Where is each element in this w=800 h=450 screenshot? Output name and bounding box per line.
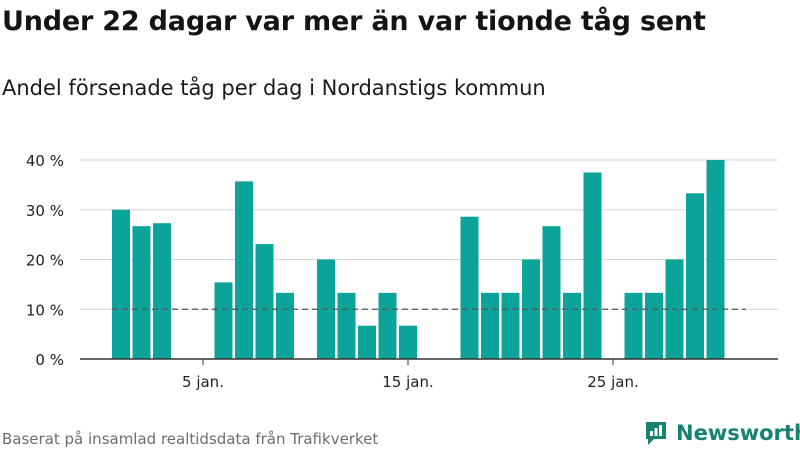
x-tick-label: 15 jan. [382,373,434,391]
bar-chart: 0 % 10 % 20 % 30 % 40 % 5 jan. 15 jan. 25 jan. [26,152,778,391]
bar [645,292,663,359]
source-note: Baserat på insamlad realtidsdata från Tr… [2,430,379,448]
brand-name: Newsworthy [676,421,800,445]
bar [481,292,499,359]
bar [276,292,294,359]
bar [460,216,479,359]
bar [583,172,602,359]
bar [378,292,397,359]
y-tick-label: 40 % [26,152,64,170]
bar [132,226,151,359]
y-tick-label: 0 % [35,351,64,369]
chart-title: Under 22 dagar var mer än var tionde tåg… [2,6,706,37]
bar [501,292,520,359]
chart-subtitle: Andel försenade tåg per dag i Nordanstig… [2,76,546,100]
bar [235,181,253,359]
bar [337,292,356,359]
bar [153,223,171,359]
y-tick-label: 10 % [26,301,64,319]
newsworthy-logo: Newsworthy [644,420,800,446]
bar [112,209,130,359]
y-tick-label: 20 % [26,252,64,270]
bar [522,259,540,359]
newsworthy-logo-icon [646,422,666,445]
bar [706,160,725,359]
x-tick-label: 25 jan. [587,373,639,391]
bar [255,244,274,359]
bar [563,292,581,359]
bar [214,282,233,359]
bar [542,226,561,359]
x-tick-label: 5 jan. [182,373,224,391]
bar [358,325,376,359]
bar [686,193,704,359]
y-tick-label: 30 % [26,202,64,220]
bar [399,325,417,359]
bar [624,292,643,359]
